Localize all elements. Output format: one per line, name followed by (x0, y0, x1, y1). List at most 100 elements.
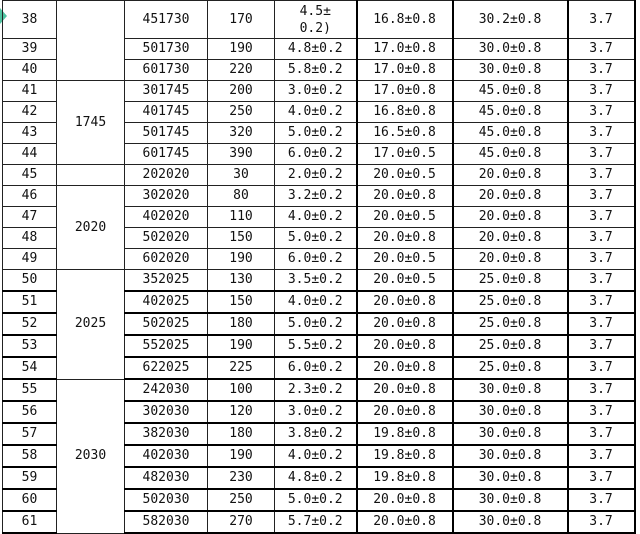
capacity-cell: 110 (207, 206, 275, 228)
model-cell: 402025 (124, 290, 208, 314)
model-cell: 502020 (124, 227, 208, 249)
model-cell: 502025 (124, 312, 208, 336)
capacity-cell: 320 (207, 122, 275, 144)
table-row: 41 1745 301745 200 3.0±0.2 17.0±0.8 45.0±0.8 3.… (2, 80, 636, 165)
voltage-cell: 3.7 (567, 444, 636, 468)
group-cell: 2025 (56, 269, 125, 380)
model-cell: 451730 (124, 0, 208, 39)
length-cell: 25.0±0.8 (452, 356, 569, 380)
width-cell: 20.0±0.8 (356, 488, 454, 512)
table-row: 55 2030 242030 100 2.3±0.2 20.0±0.8 30.0±0.8 3.… (2, 378, 636, 534)
thickness-cell: 6.0±0.2 (274, 143, 358, 165)
table-row: 52 502025 180 5.0±0.2 20.0±0.8 25.0±0.8 3.7 (2, 312, 636, 336)
capacity-cell: 170 (207, 0, 275, 39)
row-number-cell: 39 (2, 38, 57, 60)
capacity-cell: 250 (207, 101, 275, 123)
table-row: 59 482030 230 4.8±0.2 19.8±0.8 30.0±0.8 3.7 (2, 466, 636, 490)
table-row: 43 501745 320 5.0±0.2 16.5±0.8 45.0±0.8 3.7 (2, 122, 636, 144)
thickness-cell: 3.8±0.2 (274, 422, 358, 446)
width-cell: 19.8±0.8 (356, 444, 454, 468)
capacity-cell: 190 (207, 248, 275, 270)
row-number-cell: 60 (2, 488, 57, 512)
length-cell: 30.0±0.8 (452, 444, 569, 468)
thickness-cell: 4.8±0.2 (274, 38, 358, 60)
length-cell: 20.0±0.8 (452, 164, 569, 186)
row-number-cell: 55 (2, 378, 57, 402)
width-cell: 20.0±0.8 (356, 356, 454, 380)
length-cell: 20.0±0.8 (452, 248, 569, 270)
capacity-cell: 200 (207, 80, 275, 102)
thickness-cell: 4.8±0.2 (274, 466, 358, 490)
model-cell: 622025 (124, 356, 208, 380)
thickness-cell: 4.0±0.2 (274, 444, 358, 468)
table-row: 57 382030 180 3.8±0.2 19.8±0.8 30.0±0.8 3.7 (2, 422, 636, 446)
length-cell: 45.0±0.8 (452, 143, 569, 165)
length-cell: 25.0±0.8 (452, 312, 569, 336)
row-number-cell: 59 (2, 466, 57, 490)
capacity-cell: 80 (207, 185, 275, 207)
voltage-cell: 3.7 (567, 206, 636, 228)
table-row: 49 602020 190 6.0±0.2 20.0±0.5 20.0±0.8 3.7 (2, 248, 636, 270)
voltage-cell: 3.7 (567, 0, 636, 39)
capacity-cell: 270 (207, 510, 275, 534)
length-cell: 25.0±0.8 (452, 269, 569, 292)
row-number-cell: 61 (2, 510, 57, 534)
width-cell: 19.8±0.8 (356, 422, 454, 446)
voltage-cell: 3.7 (567, 80, 636, 102)
capacity-cell: 180 (207, 312, 275, 336)
row-number-cell: 38 (2, 0, 57, 39)
width-cell: 20.0±0.8 (356, 312, 454, 336)
thickness-cell: 2.3±0.2 (274, 378, 358, 402)
length-cell: 45.0±0.8 (452, 80, 569, 102)
length-cell: 25.0±0.8 (452, 290, 569, 314)
voltage-cell: 3.7 (567, 122, 636, 144)
table-row: 53 552025 190 5.5±0.2 20.0±0.8 25.0±0.8 3.7 (2, 334, 636, 358)
capacity-cell: 180 (207, 422, 275, 446)
thickness-cell: 4.0±0.2 (274, 206, 358, 228)
model-cell: 482030 (124, 466, 208, 490)
table-row: 50 2025 352025 130 3.5±0.2 20.0±0.5 25.0±0.8 3.… (2, 269, 636, 380)
capacity-cell: 30 (207, 164, 275, 186)
row-number-cell: 47 (2, 206, 57, 228)
width-cell: 20.0±0.8 (356, 400, 454, 424)
thickness-cell: 2.0±0.2 (274, 164, 358, 186)
thickness-cell: 5.8±0.2 (274, 59, 358, 81)
voltage-cell: 3.7 (567, 101, 636, 123)
width-cell: 17.0±0.8 (356, 80, 454, 102)
thickness-cell: 3.2±0.2 (274, 185, 358, 207)
width-cell: 19.8±0.8 (356, 466, 454, 490)
length-cell: 20.0±0.8 (452, 185, 569, 207)
model-cell: 202020 (124, 164, 208, 186)
thickness-cell: 3.5±0.2 (274, 269, 358, 292)
voltage-cell: 3.7 (567, 290, 636, 314)
thickness-cell: 5.7±0.2 (274, 510, 358, 534)
voltage-cell: 3.7 (567, 248, 636, 270)
model-cell: 242030 (124, 378, 208, 402)
row-number-cell: 57 (2, 422, 57, 446)
capacity-cell: 225 (207, 356, 275, 380)
length-cell: 20.0±0.8 (452, 227, 569, 249)
width-cell: 20.0±0.8 (356, 185, 454, 207)
voltage-cell: 3.7 (567, 143, 636, 165)
capacity-cell: 250 (207, 488, 275, 512)
table-row: 38 451730 170 4.5± 0.2) 16.8±0.8 30.2±0.8 3.7 (2, 0, 636, 81)
table-row: 40 601730 220 5.8±0.2 17.0±0.8 30.0±0.8 3.7 (2, 59, 636, 81)
voltage-cell: 3.7 (567, 356, 636, 380)
width-cell: 17.0±0.8 (356, 59, 454, 81)
thickness-cell: 5.0±0.2 (274, 312, 358, 336)
model-cell: 552025 (124, 334, 208, 358)
width-cell: 20.0±0.5 (356, 164, 454, 186)
voltage-cell: 3.7 (567, 185, 636, 207)
width-cell: 17.0±0.5 (356, 143, 454, 165)
table-row: 47 402020 110 4.0±0.2 20.0±0.5 20.0±0.8 3.7 (2, 206, 636, 228)
length-cell: 25.0±0.8 (452, 334, 569, 358)
row-number-cell: 50 (2, 269, 57, 292)
voltage-cell: 3.7 (567, 466, 636, 490)
row-number-cell: 43 (2, 122, 57, 144)
length-cell: 30.0±0.8 (452, 510, 569, 534)
width-cell: 20.0±0.5 (356, 269, 454, 292)
voltage-cell: 3.7 (567, 334, 636, 358)
model-cell: 401745 (124, 101, 208, 123)
thickness-cell: 6.0±0.2 (274, 248, 358, 270)
